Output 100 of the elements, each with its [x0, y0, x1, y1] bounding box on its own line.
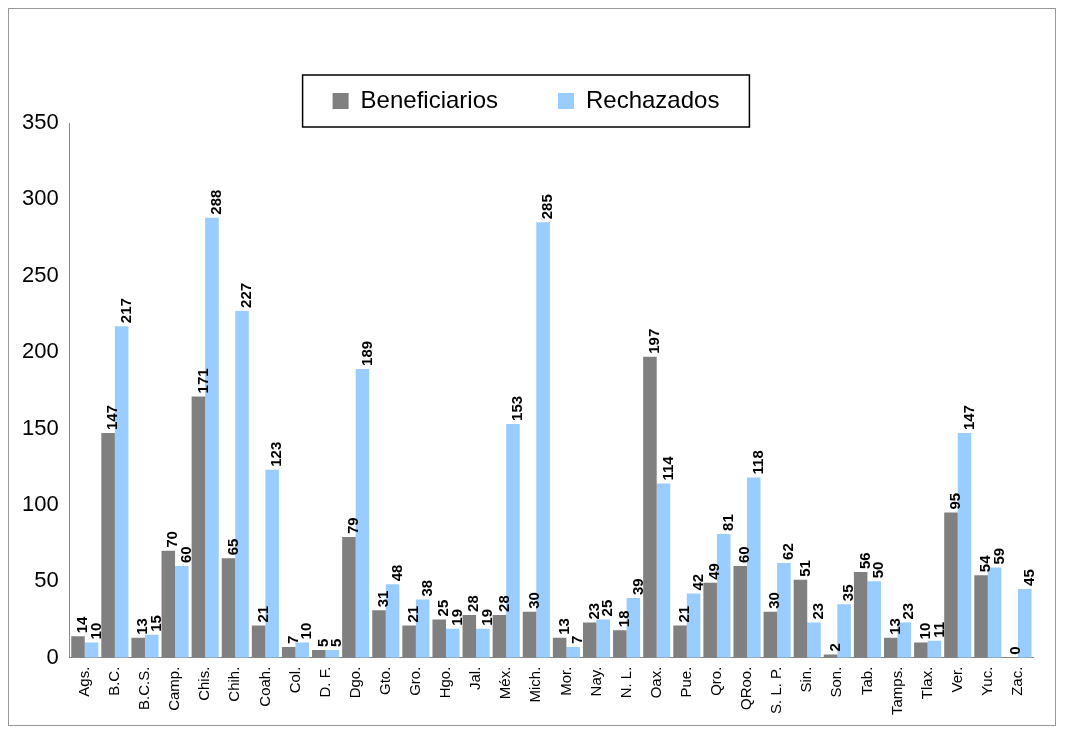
bar	[281, 646, 296, 658]
y-tick-label: 300	[21, 185, 59, 211]
bar	[777, 562, 791, 658]
bar	[312, 650, 326, 658]
bar	[84, 642, 99, 658]
bar	[643, 356, 657, 658]
data-label: 123	[267, 441, 285, 467]
legend-label: Rechazados	[585, 85, 720, 113]
y-tick-label: 50	[34, 567, 59, 593]
data-label: 45	[1019, 569, 1037, 586]
data-label: 79	[344, 517, 362, 534]
data-label: 30	[524, 592, 542, 609]
bar	[342, 536, 356, 658]
x-tick-label: Tab.	[857, 666, 875, 696]
data-label: 42	[688, 573, 706, 591]
x-tick-label: B.C.	[105, 666, 122, 696]
x-tick-label: Chis.	[195, 666, 213, 701]
bar	[295, 642, 310, 658]
x-tick-label: S. L. P.	[767, 666, 785, 714]
y-tick-label: 350	[21, 109, 59, 135]
x-tick-label: QRoo.	[737, 666, 755, 711]
x-tick-label: Gto.	[375, 666, 393, 696]
x-tick-label: Son.	[827, 666, 845, 698]
bar	[974, 575, 988, 658]
x-tick-label: Nay.	[586, 666, 604, 697]
bar	[432, 619, 446, 658]
data-label: 189	[357, 340, 375, 366]
bar	[733, 566, 748, 658]
x-tick-label: Gro.	[406, 666, 424, 696]
x-tick-label: Méx.	[496, 666, 514, 700]
y-tick-label: 100	[21, 490, 59, 516]
data-label: 0	[1006, 646, 1024, 655]
x-tick-label: Chih.	[225, 666, 243, 702]
data-label: 70	[163, 531, 181, 548]
bar	[161, 550, 176, 658]
bar	[807, 622, 821, 658]
y-tick-label: 200	[21, 338, 59, 364]
x-tick-label: Oax.	[646, 666, 664, 699]
data-label: 197	[645, 328, 663, 354]
x-tick-label: Sin.	[797, 666, 815, 693]
data-label: 35	[839, 584, 857, 602]
data-label: 28	[494, 595, 512, 612]
data-label: 13	[554, 618, 572, 635]
x-tick-label: Pue.	[676, 666, 694, 698]
bar	[492, 614, 507, 658]
x-tick-label: B.C.S.	[135, 666, 153, 711]
data-label: 147	[959, 405, 977, 431]
data-label: 21	[675, 605, 693, 623]
x-tick-label: Qro.	[707, 666, 725, 696]
data-label: 118	[748, 450, 766, 475]
bar	[175, 566, 189, 658]
data-label: 49	[705, 563, 723, 580]
bar	[131, 637, 145, 658]
bar	[673, 625, 687, 658]
x-tick-label: Hgo.	[436, 666, 454, 699]
x-tick-label: Zac.	[1008, 666, 1026, 696]
x-tick-label: Coah.	[255, 666, 273, 707]
bar	[144, 634, 159, 658]
x-tick-label: Col.	[285, 666, 303, 694]
data-label: 23	[809, 602, 827, 620]
data-label: 31	[374, 590, 392, 608]
bar	[445, 628, 460, 658]
y-tick-label: 150	[21, 414, 59, 440]
data-label: 62	[779, 543, 797, 560]
bar	[613, 630, 627, 658]
data-label: 60	[176, 546, 194, 563]
bar	[402, 625, 416, 658]
bar	[522, 611, 537, 658]
data-label: 285	[538, 194, 556, 220]
data-label: 227	[237, 282, 255, 308]
y-tick-label: 250	[21, 261, 59, 287]
x-tick-label: Tlax.	[917, 666, 935, 700]
bar	[101, 433, 115, 658]
data-label: 95	[946, 492, 964, 510]
bar	[191, 396, 206, 658]
x-tick-label: D. F.	[315, 666, 333, 698]
x-tick-label: Tamps.	[887, 666, 905, 716]
data-label: 81	[718, 514, 736, 531]
x-tick-label: Yuc.	[977, 666, 995, 696]
bar	[853, 572, 868, 658]
data-label: 65	[223, 538, 241, 556]
data-label: 21	[253, 605, 271, 623]
x-tick-label: Dgo.	[345, 666, 363, 699]
bar	[867, 581, 881, 658]
data-label: 153	[508, 395, 526, 421]
bar	[656, 483, 671, 658]
bar	[221, 558, 236, 658]
bar	[747, 477, 761, 658]
bar	[596, 619, 611, 658]
data-label: 48	[387, 564, 405, 582]
bar	[372, 610, 386, 658]
bar	[251, 625, 266, 658]
bar	[763, 611, 778, 658]
bar	[883, 637, 898, 658]
x-tick-label: Mich.	[526, 666, 544, 703]
data-label: 2	[825, 643, 843, 652]
bar	[566, 646, 580, 658]
bar	[476, 628, 490, 658]
data-label: 288	[207, 189, 225, 215]
x-tick-label: Ags.	[74, 666, 92, 697]
